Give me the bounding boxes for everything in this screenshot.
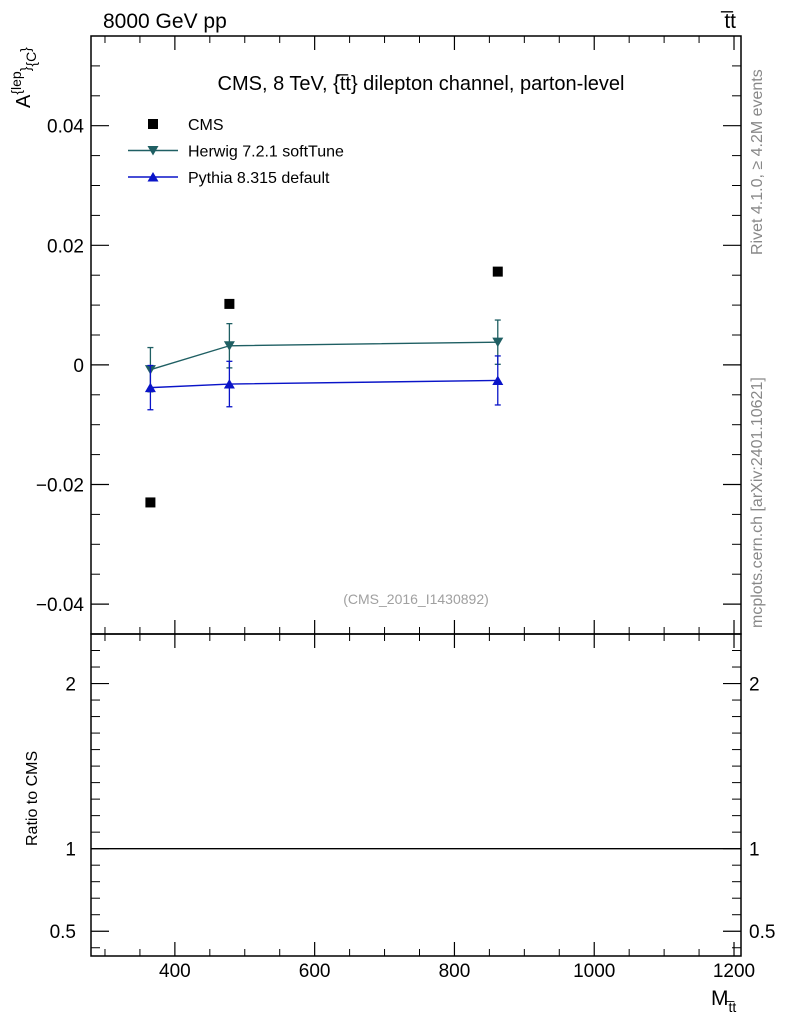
data-point-herwig-7-2-1-softtune — [223, 341, 235, 351]
data-point-herwig-7-2-1-softtune — [492, 337, 504, 348]
header-right: t̅t — [720, 10, 736, 33]
legend-label-herwig-7-2-1-softtune: Herwig 7.2.1 softTune — [188, 144, 344, 161]
ratio-tick-label-right: 0.5 — [749, 922, 775, 943]
x-axis-label: Mt̅t — [711, 987, 736, 1015]
ratio-tick-label-right: 1 — [749, 840, 760, 861]
x-tick-label: 800 — [439, 961, 471, 982]
y-tick-label: 0.02 — [47, 236, 84, 257]
legend: CMS Herwig 7.2.1 softTune Pythia 8.315 def… — [128, 117, 344, 187]
ratio-panel-frame — [90, 633, 742, 957]
legend-label-pythia-8-315-default: Pythia 8.315 default — [188, 170, 330, 187]
x-tick-label: 1000 — [573, 961, 615, 982]
x-tick-label: 400 — [159, 961, 191, 982]
ratio-tick-label-right: 2 — [749, 675, 760, 696]
legend-marker-herwig-7-2-1-softtune — [147, 146, 159, 156]
y-tick-label: 0 — [73, 356, 84, 377]
ratio-tick-label-left: 2 — [65, 675, 76, 696]
axis-tick-labels: 400 600 800 1000 1200 −0.04 −0.02 0 0.02 0.04 0.5 0… — [36, 117, 776, 982]
ratio-tick-label-left: 1 — [65, 840, 76, 861]
series-layer — [144, 266, 504, 508]
ratio-tick-label-left: 0.5 — [50, 922, 76, 943]
svg-text:A{lep}{C}: A{lep}{C} — [8, 47, 39, 108]
ratio-axis-label: Ratio to CMS — [24, 751, 41, 846]
data-point-cms — [492, 266, 503, 277]
chart-title: CMS, 8 TeV, {t̅t} dilepton channel, part… — [218, 73, 625, 95]
svg-text:Mt̅t: Mt̅t — [711, 987, 736, 1015]
analysis-label: (CMS_2016_I1430892) — [343, 591, 489, 607]
data-point-pythia-8-315-default — [223, 379, 235, 389]
y-axis-label: A{lep}{C} — [8, 47, 39, 108]
y-tick-label: −0.04 — [36, 595, 85, 616]
y-tick-label: −0.02 — [36, 476, 84, 497]
x-tick-label: 1200 — [713, 961, 755, 982]
series-line-herwig-7-2-1-softtune — [150, 341, 498, 371]
series-line-pythia-8-315-default — [150, 379, 498, 389]
data-point-pythia-8-315-default — [144, 382, 156, 393]
mcplots-label: mcplots.cern.ch [arXiv:2401.10621] — [749, 377, 766, 628]
rivet-version-label: Rivet 4.1.0, ≥ 4.2M events — [749, 69, 766, 255]
data-point-cms — [224, 298, 235, 309]
legend-marker-cms — [148, 119, 158, 129]
y-tick-label: 0.04 — [47, 117, 84, 138]
data-point-cms — [145, 497, 156, 508]
header-left: 8000 GeV pp — [103, 10, 227, 33]
x-tick-label: 600 — [299, 961, 331, 982]
legend-label-cms: CMS — [188, 117, 224, 134]
legend-marker-pythia-8-315-default — [147, 172, 159, 182]
data-point-pythia-8-315-default — [492, 375, 504, 385]
